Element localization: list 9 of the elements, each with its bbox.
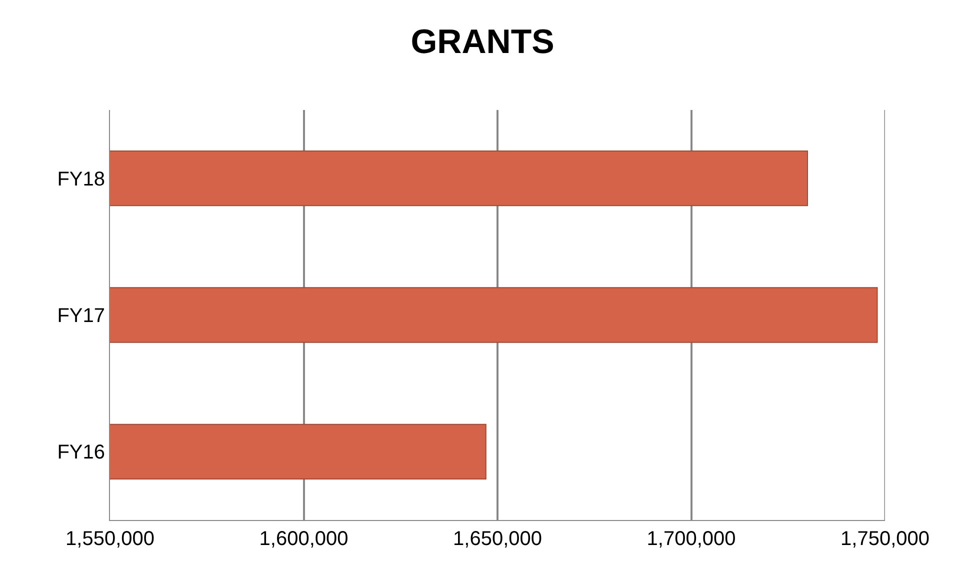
y-tick-label: FY16 <box>57 442 105 464</box>
x-tick-label: 1,700,000 <box>646 528 736 550</box>
chart-title: GRANTS <box>410 22 554 61</box>
x-tick-label: 1,600,000 <box>259 528 348 550</box>
x-tick-label: 1,650,000 <box>453 528 542 550</box>
x-tick-label: 1,550,000 <box>66 528 154 550</box>
y-tick-label: FY17 <box>57 305 105 327</box>
x-tick-label: 1,750,000 <box>840 528 930 550</box>
y-tick-label: FY18 <box>57 168 105 190</box>
